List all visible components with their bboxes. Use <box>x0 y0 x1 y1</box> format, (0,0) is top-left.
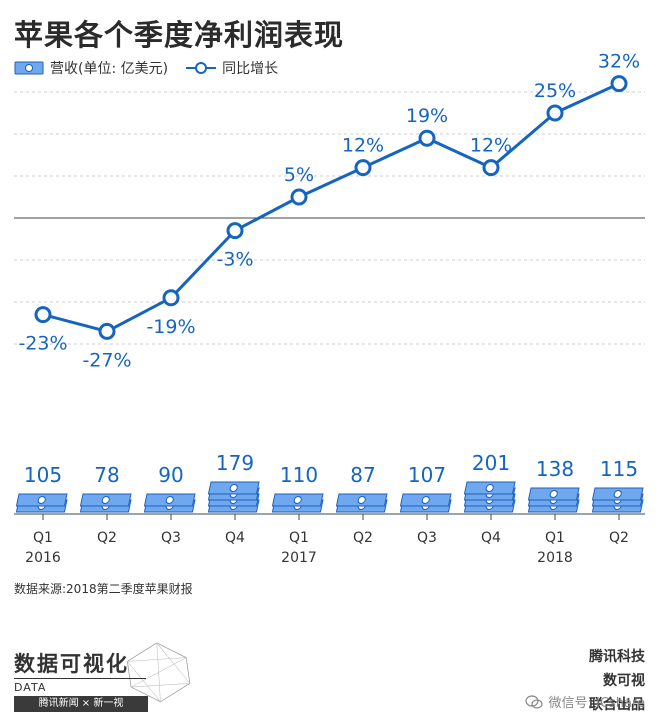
growth-point <box>226 222 244 240</box>
growth-data-label: 25% <box>534 80 576 102</box>
money-bill <box>335 493 388 507</box>
growth-data-label: 12% <box>342 135 384 157</box>
money-bill-seal <box>357 496 366 504</box>
chart-title: 苹果各个季度净利润表现 <box>14 18 345 52</box>
x-tick-label: Q1 <box>33 530 53 546</box>
revenue-data-label: 179 <box>216 451 254 475</box>
x-tick-label: Q3 <box>161 530 181 546</box>
year-label: 2016 <box>25 550 61 566</box>
growth-point <box>290 188 308 206</box>
credits: 腾讯科技 数可视 联合出品 <box>589 645 645 717</box>
money-bill-seal <box>101 496 110 504</box>
growth-data-label: -27% <box>82 349 131 371</box>
growth-data-label: 32% <box>598 51 640 73</box>
x-tick-label: Q2 <box>97 530 117 546</box>
money-bill <box>143 493 196 507</box>
data-source: 数据来源:2018第二季度苹果财报 <box>14 582 193 596</box>
money-bill-seal <box>229 484 238 492</box>
wechat-id-text: 微信号: ICshare <box>548 696 645 711</box>
logo-graphic <box>126 642 191 703</box>
growth-line <box>42 82 620 333</box>
money-bill-seal <box>613 490 622 498</box>
revenue-data-label: 90 <box>158 463 183 487</box>
revenue-data-label: 201 <box>472 451 510 475</box>
legend: 营收(单位: 亿美元) 同比增长 <box>14 58 278 78</box>
growth-point <box>162 289 180 307</box>
legend-revenue-label: 营收(单位: 亿美元) <box>50 61 169 77</box>
legend-growth-label: 同比增长 <box>222 61 279 77</box>
credit-line: 联合出品 <box>589 697 645 713</box>
money-bill-seal <box>485 484 494 492</box>
growth-point <box>98 322 116 340</box>
credit-line: 数可视 <box>603 673 645 689</box>
money-bill-seal <box>37 496 46 504</box>
growth-data-label: -3% <box>217 249 254 271</box>
money-bill <box>15 493 68 507</box>
money-bill <box>399 493 452 507</box>
growth-point <box>418 129 436 147</box>
growth-data-label: 19% <box>406 105 448 127</box>
money-bill <box>79 493 132 507</box>
revenue-data-label: 78 <box>94 463 119 487</box>
growth-point <box>354 159 372 177</box>
wechat-icon <box>524 694 543 709</box>
money-bill <box>207 481 260 495</box>
money-bill <box>527 487 580 501</box>
money-bill-seal <box>549 490 558 498</box>
x-tick-label: Q3 <box>417 530 437 546</box>
growth-point <box>34 306 52 324</box>
x-tick-label: Q4 <box>225 530 245 546</box>
line-chart: -23% -27% -19% -3% 5% 12% 19% 12% 25% 32% 105 78 90 1… <box>14 51 645 566</box>
money-bill <box>463 481 516 495</box>
growth-data-label: 5% <box>284 164 314 186</box>
money-icon <box>14 61 44 75</box>
money-bill <box>271 493 324 507</box>
line-marker-icon <box>186 62 217 74</box>
money-bill-seal <box>165 496 174 504</box>
growth-point <box>482 159 500 177</box>
x-tick-label: Q2 <box>353 530 373 546</box>
revenue-data-label: 107 <box>408 463 446 487</box>
revenue-data-label: 110 <box>280 463 318 487</box>
growth-data-label: -23% <box>18 333 67 355</box>
logo-title: 数据可视化 <box>14 652 129 676</box>
logo-strip: 腾讯新闻 × 新一视 <box>14 696 148 712</box>
revenue-data-label: 138 <box>536 457 574 481</box>
year-label: 2018 <box>537 550 573 566</box>
x-tick-label: Q4 <box>481 530 501 546</box>
credit-line: 腾讯科技 <box>589 649 645 665</box>
year-label: 2017 <box>281 550 317 566</box>
growth-point <box>610 75 628 93</box>
revenue-data-label: 105 <box>24 463 62 487</box>
revenue-data-label: 115 <box>600 457 638 481</box>
money-bill-seal <box>293 496 302 504</box>
x-tick-label: Q1 <box>545 530 565 546</box>
growth-data-label: -19% <box>146 316 195 338</box>
growth-data-label: 12% <box>470 135 512 157</box>
revenue-data-label: 87 <box>350 463 375 487</box>
x-tick-label: Q2 <box>609 530 629 546</box>
x-tick-label: Q1 <box>289 530 309 546</box>
growth-point <box>546 104 564 122</box>
money-bill <box>591 487 644 501</box>
wechat-id: 微信号: ICshare <box>524 692 645 711</box>
money-bill-seal <box>421 496 430 504</box>
